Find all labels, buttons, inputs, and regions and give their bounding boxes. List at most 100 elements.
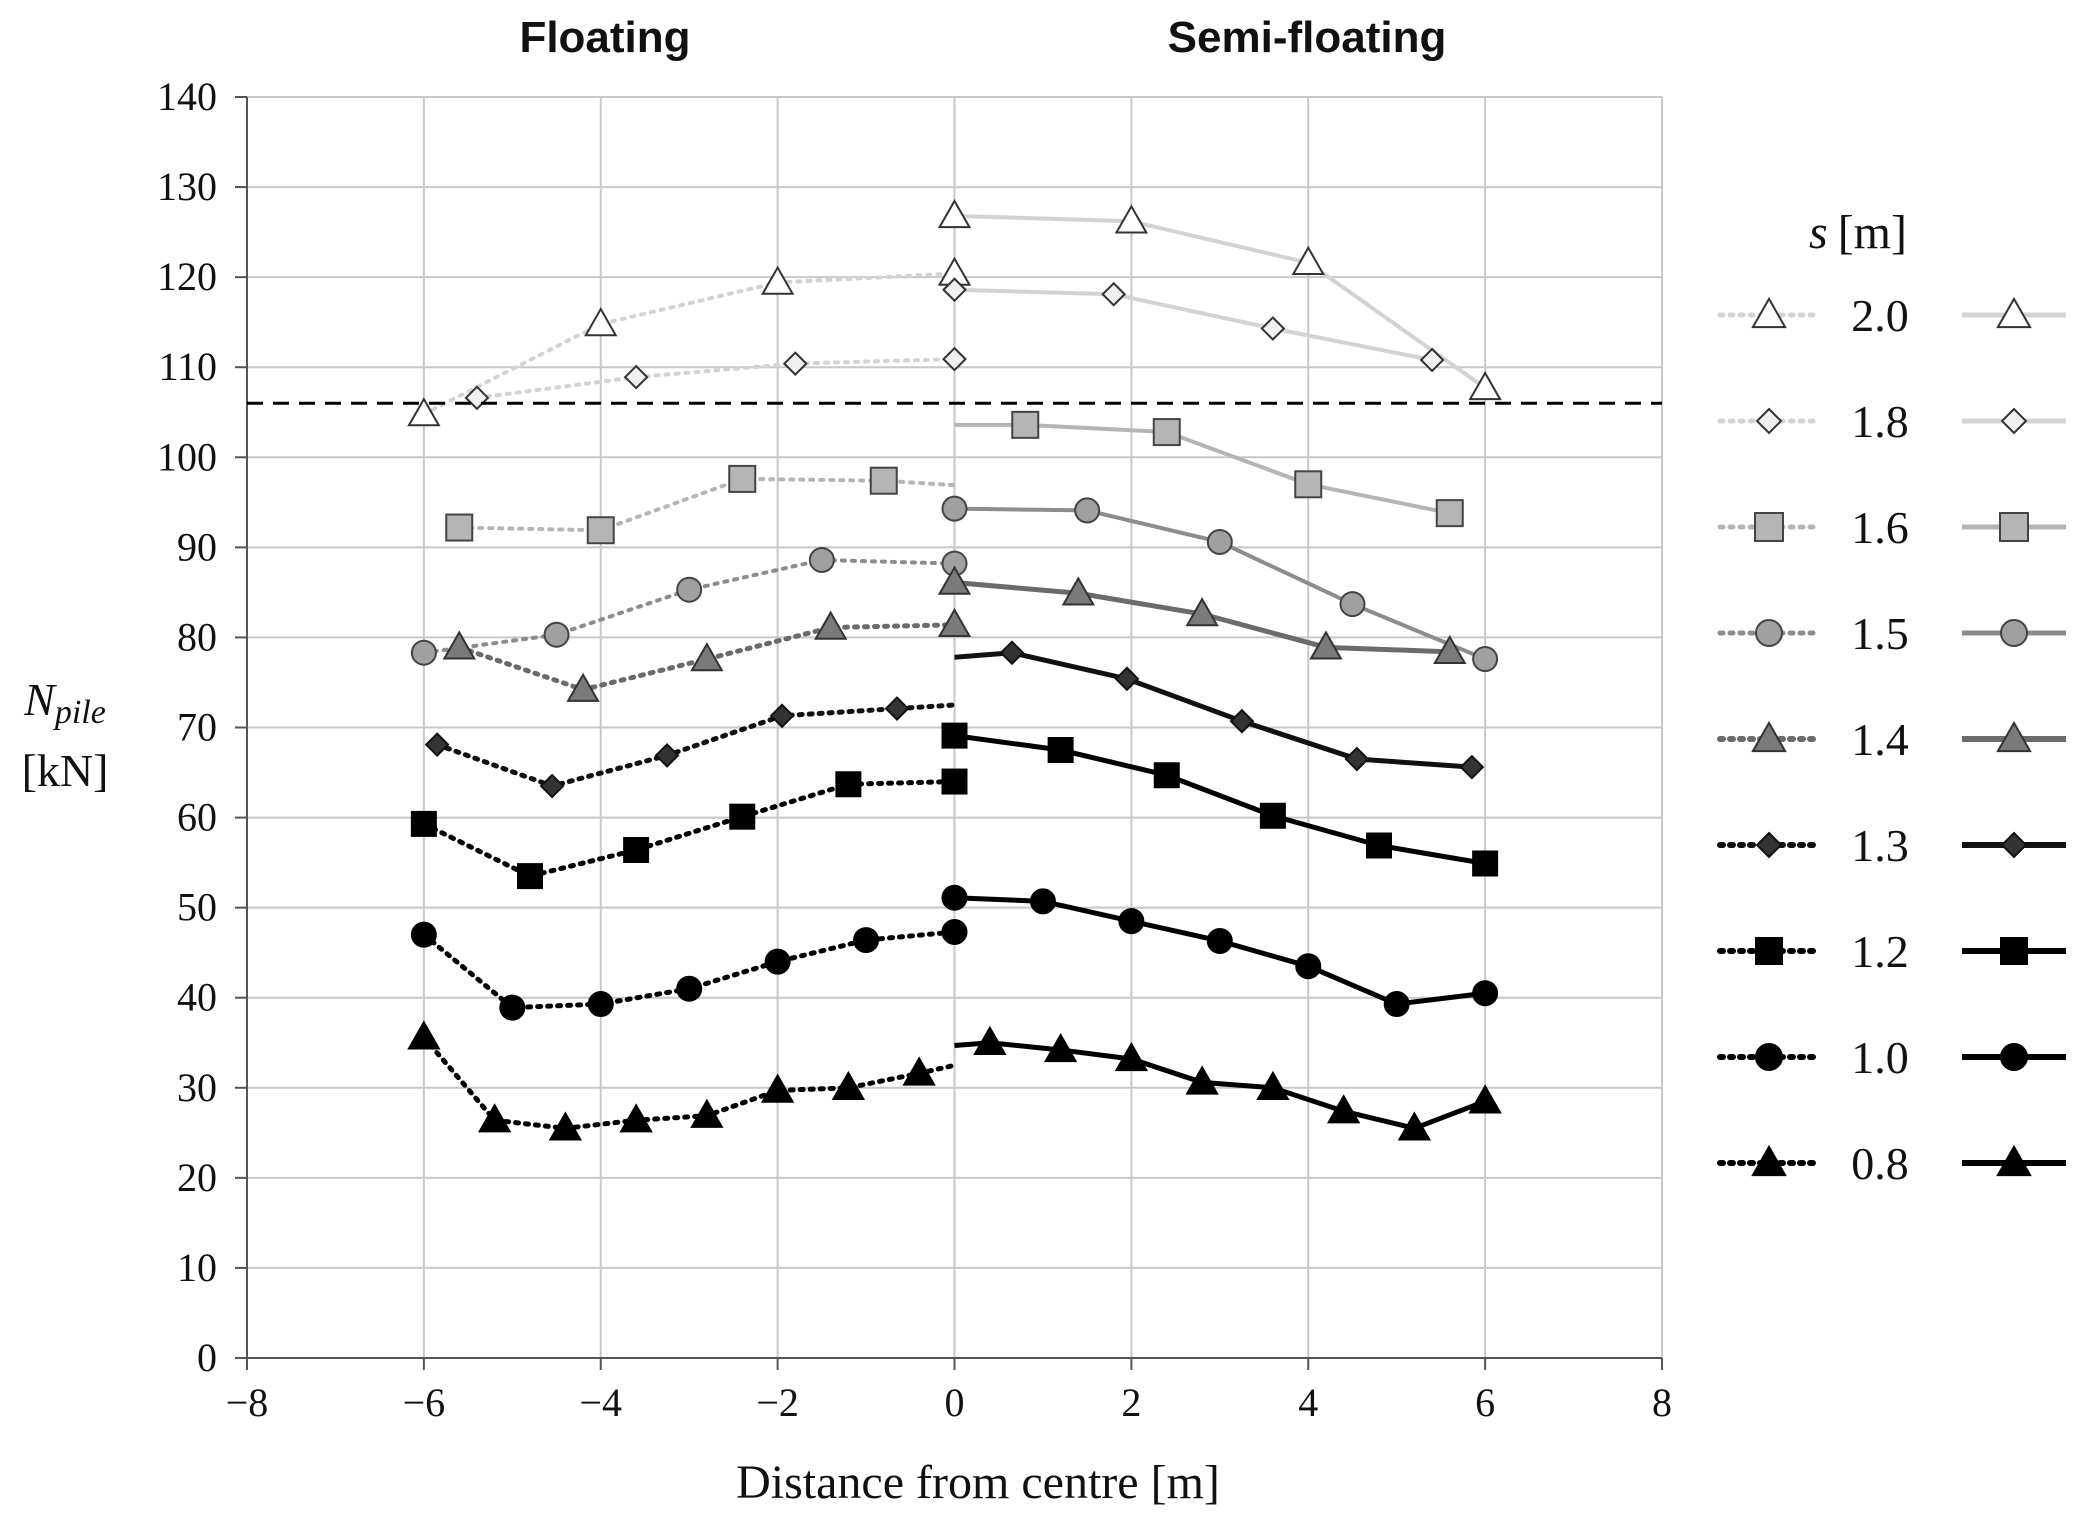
data-point-floating (586, 516, 615, 545)
data-point-floating (831, 1070, 866, 1100)
data-point-semi-floating (1206, 528, 1233, 555)
data-point-semi-floating (1074, 497, 1101, 524)
data-point-floating (728, 464, 757, 493)
x-tick-label: −6 (403, 1380, 446, 1425)
y-tick-label: 60 (177, 795, 217, 840)
data-point-floating (539, 773, 565, 799)
data-point-semi-floating (1047, 737, 1074, 764)
legend-title: s [m] (1809, 206, 1907, 259)
y-axis-unit: [kN] (22, 745, 109, 796)
legend-item-1.4: 1.4 (1717, 714, 2066, 765)
data-point-semi-floating (941, 722, 968, 749)
data-point-floating (884, 696, 910, 721)
y-tick-label: 40 (177, 975, 217, 1020)
legend-marker-semi-floating (1996, 296, 2032, 329)
series-line-semi-floating (954, 287, 1433, 362)
data-point-floating (619, 1103, 653, 1133)
data-point-semi-floating (1468, 370, 1502, 401)
data-point-floating (942, 346, 967, 372)
data-point-semi-floating (1344, 746, 1370, 772)
series-group (247, 198, 1662, 1141)
series-s-1.3 (424, 640, 1485, 799)
data-point-semi-floating (1472, 980, 1499, 1007)
data-point-floating (676, 576, 703, 603)
series-s-1.2 (410, 722, 1499, 890)
legend-item-1.2: 1.2 (1717, 926, 2066, 977)
data-point-semi-floating (1433, 634, 1467, 665)
data-point-semi-floating (973, 1025, 1007, 1055)
y-tick-label: 130 (157, 164, 217, 209)
data-point-semi-floating (1011, 410, 1040, 439)
data-point-floating (584, 307, 618, 337)
data-point-floating (782, 351, 808, 377)
data-point-semi-floating (1291, 245, 1325, 275)
legend-marker-semi-floating (2000, 937, 2028, 965)
legend-label: 0.8 (1851, 1138, 1909, 1189)
data-point-floating (566, 672, 600, 702)
data-point-floating (442, 630, 476, 660)
legend-marker-floating (1751, 296, 1787, 329)
legend-label: 1.0 (1851, 1032, 1909, 1083)
data-point-semi-floating (1326, 1094, 1361, 1124)
series-line-semi-floating (954, 733, 1486, 866)
data-point-semi-floating (1295, 953, 1322, 980)
legend-label: 1.8 (1851, 396, 1909, 447)
legend-label: 1.4 (1851, 714, 1909, 765)
data-point-semi-floating (1185, 597, 1219, 627)
series-line-floating (434, 702, 957, 789)
data-point-semi-floating (1468, 1084, 1502, 1114)
data-point-semi-floating (1152, 418, 1181, 447)
data-point-floating (937, 607, 972, 638)
data-point-floating (941, 918, 968, 945)
data-point-floating (690, 642, 724, 672)
data-point-floating (445, 513, 474, 542)
data-point-floating (853, 927, 880, 954)
data-point-semi-floating (1153, 762, 1180, 789)
data-point-floating (477, 1103, 512, 1133)
legend-item-1.8: 1.8 (1717, 396, 2066, 447)
legend-label: 1.6 (1851, 502, 1909, 553)
x-tick-label: −8 (226, 1380, 269, 1425)
data-point-floating (869, 466, 898, 495)
data-point-semi-floating (1114, 666, 1140, 692)
data-point-floating (808, 546, 835, 573)
legend-marker-floating (1755, 937, 1783, 965)
legend: 2.0 1.8 1.6 1.5 1.4 1.3 1.2 1.0 0.8 (1717, 290, 2066, 1189)
data-point-floating (410, 810, 437, 837)
data-point-semi-floating (1472, 646, 1499, 673)
data-point-semi-floating (1294, 470, 1323, 499)
series-line-semi-floating (954, 213, 1487, 390)
x-tick-label: 8 (1652, 1380, 1672, 1425)
y-axis-label-subscript: pile (53, 694, 106, 731)
y-tick-label: 0 (197, 1335, 217, 1380)
data-point-floating (407, 397, 441, 427)
panel-title-semi-floating: Semi-floating (1168, 13, 1447, 62)
legend-label: 1.2 (1851, 926, 1909, 977)
legend-marker-semi-floating (1999, 512, 2029, 542)
data-point-floating (410, 639, 437, 666)
data-point-semi-floating (1383, 991, 1410, 1018)
y-tick-label: 10 (177, 1245, 217, 1290)
y-axis-label: Npile (23, 674, 106, 731)
legend-title-variable: s (1809, 206, 1828, 259)
data-point-floating (769, 703, 795, 729)
data-point-semi-floating (1229, 708, 1255, 734)
series-s-1.5 (410, 495, 1499, 673)
y-tick-label: 30 (177, 1065, 217, 1110)
data-point-floating (407, 1020, 441, 1050)
data-point-floating (814, 610, 848, 640)
data-point-semi-floating (937, 198, 972, 229)
data-point-semi-floating (1256, 1070, 1290, 1100)
series-s-1.8 (464, 277, 1445, 411)
series-line-floating (421, 1034, 957, 1131)
data-point-semi-floating (1259, 802, 1286, 829)
x-tick-label: −4 (579, 1380, 622, 1425)
data-point-semi-floating (1043, 1032, 1078, 1063)
x-axis-label: Distance from centre [m] (736, 1456, 1220, 1509)
data-point-floating (654, 743, 680, 768)
legend-marker-floating (1754, 512, 1784, 542)
legend-marker-floating (1755, 407, 1783, 435)
data-point-semi-floating (937, 565, 972, 595)
legend-marker-floating (1755, 831, 1783, 859)
